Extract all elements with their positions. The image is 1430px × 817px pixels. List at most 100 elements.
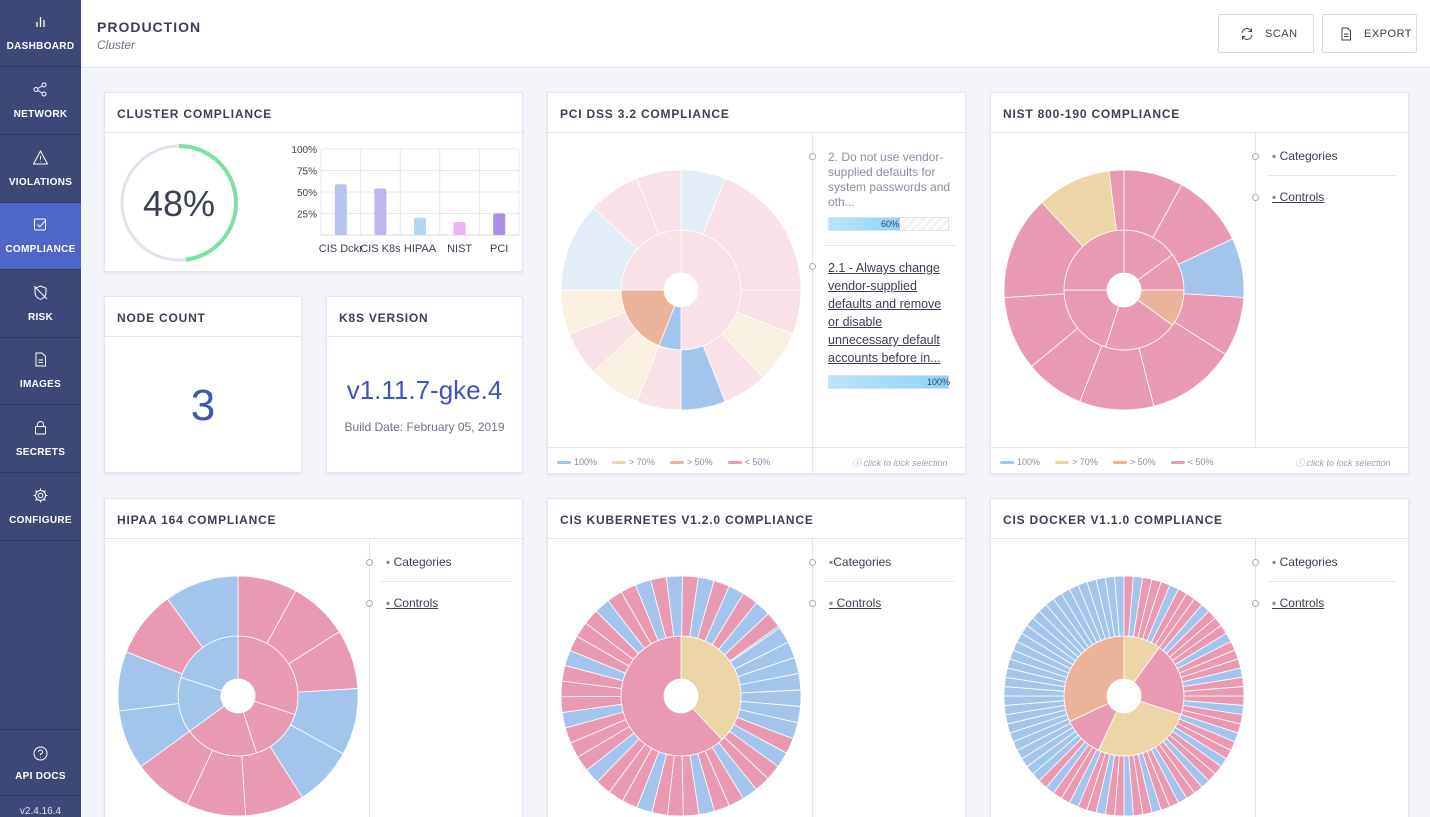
page-subtitle: Cluster [97, 38, 136, 52]
controls-link[interactable]: ▪ Controls [1272, 596, 1324, 610]
export-label: EXPORT [1364, 28, 1413, 40]
app-version: v2.4.16.4 [19, 806, 62, 817]
nav-risk[interactable]: RISK [0, 271, 81, 338]
progress-bar: 100% [828, 375, 950, 389]
lock-hint-text: click to lock selection [1306, 458, 1391, 468]
sunburst-segment[interactable] [724, 613, 780, 662]
list-bullet [1252, 194, 1259, 201]
nav-network[interactable]: NETWORK [0, 68, 81, 135]
categories-link[interactable]: ▪ Categories [386, 555, 452, 569]
categories-link[interactable]: ▪Categories [829, 555, 891, 569]
info-icon: ⓘ [1295, 458, 1305, 468]
nav-label: DASHBOARD [6, 41, 75, 52]
nav-label: IMAGES [19, 379, 62, 390]
categories-link[interactable]: ▪ Categories [1272, 555, 1338, 569]
card-title: CIS DOCKER V1.1.0 COMPLIANCE [1003, 513, 1223, 527]
y-tick-label: 75% [297, 167, 317, 178]
legend-lt50: < 50% [744, 457, 771, 467]
info-icon: ⓘ [852, 458, 862, 468]
x-tick-label: CIS Dckr [319, 243, 363, 255]
hipaa-sunburst-chart[interactable] [113, 571, 363, 817]
nav-label: SECRETS [15, 447, 66, 458]
divider [1255, 133, 1256, 447]
checkbox-icon [32, 216, 49, 233]
divider [991, 538, 1408, 539]
k8s-version-card: K8S VERSION v1.11.7-gke.4 Build Date: Fe… [326, 296, 523, 473]
node-count-value: 3 [190, 381, 216, 430]
nav-secrets[interactable]: SECRETS [0, 406, 81, 473]
cis-docker-sunburst-chart[interactable] [999, 571, 1249, 817]
list-bullet [366, 600, 373, 607]
nav-configure[interactable]: CONFIGURE [0, 474, 81, 541]
folder-icon: ▪ [1272, 149, 1277, 163]
nav-compliance[interactable]: COMPLIANCE [0, 203, 81, 270]
shield-off-icon [32, 284, 49, 301]
bar[interactable] [414, 217, 426, 235]
nav-violations[interactable]: VIOLATIONS [0, 136, 81, 203]
nav-label: CONFIGURE [9, 515, 72, 526]
controls-link[interactable]: ▪ Controls [1272, 190, 1324, 204]
cis-kubernetes-sunburst-chart[interactable] [556, 571, 806, 817]
bar[interactable] [334, 184, 347, 235]
nist-sunburst-chart[interactable] [999, 165, 1249, 415]
divider [812, 133, 813, 473]
bar[interactable] [374, 188, 387, 235]
folder-icon: ▪ [386, 555, 391, 569]
controls-label: Controls [836, 596, 882, 610]
list-bullet [366, 559, 373, 566]
nav-dashboard[interactable]: DASHBOARD [0, 0, 81, 67]
scan-button[interactable]: SCAN [1218, 14, 1314, 53]
export-button[interactable]: EXPORT [1322, 14, 1417, 53]
header: PRODUCTION Cluster SCAN EXPORT [81, 0, 1430, 68]
build-date: Build Date: February 05, 2019 [344, 420, 505, 434]
bar[interactable] [453, 222, 466, 235]
pci-item-label[interactable]: 2. Do not use vendor-supplied defaults f… [828, 150, 951, 209]
divider [548, 447, 965, 448]
sunburst-center [664, 273, 698, 307]
pci-sunburst-chart[interactable] [556, 165, 806, 415]
card-title: CIS KUBERNETES V1.2.0 COMPLIANCE [560, 513, 814, 527]
page-title: PRODUCTION [97, 19, 202, 35]
gauge-arc [120, 144, 238, 262]
bar-chart-icon [32, 13, 49, 30]
gear-icon [32, 487, 49, 504]
k8s-version-value: v1.11.7-gke.4 [346, 375, 503, 405]
divider [1267, 175, 1397, 176]
list-bullet [809, 600, 816, 607]
folder-icon: ▪ [1272, 190, 1277, 204]
controls-label: Controls [1279, 190, 1325, 204]
sunburst-segment[interactable] [166, 575, 239, 649]
list-bullet [809, 263, 816, 270]
list-bullet [809, 559, 816, 566]
legend-gt70: > 70% [629, 457, 655, 467]
list-bullet [809, 153, 816, 160]
nav-images[interactable]: IMAGES [0, 338, 81, 405]
sunburst-center [1107, 273, 1141, 307]
bar[interactable] [493, 213, 506, 236]
pci-item-label[interactable]: 2.1 - Always change vendor-supplied defa… [828, 261, 942, 365]
sunburst-center [1107, 679, 1141, 713]
controls-label: Controls [1279, 596, 1325, 610]
categories-link[interactable]: ▪ Categories [1272, 149, 1338, 163]
progress-bar: 60% [828, 217, 949, 231]
folder-icon: ▪ [829, 596, 834, 610]
share-icon [32, 81, 49, 98]
pci-compliance-card: PCI DSS 3.2 COMPLIANCE 2. Do not use ven… [547, 92, 966, 474]
sunburst-segment[interactable] [1108, 169, 1125, 231]
card-title: NODE COUNT [117, 311, 206, 325]
sidebar: DASHBOARD NETWORK VIOLATIONS COMPLIANCE … [0, 0, 81, 817]
divider [548, 538, 965, 539]
sunburst-segment[interactable] [1183, 686, 1245, 697]
folder-icon: ▪ [386, 596, 391, 610]
sunburst-segment[interactable] [636, 169, 682, 235]
card-title: CLUSTER COMPLIANCE [117, 107, 273, 121]
divider [812, 539, 813, 817]
folder-icon: ▪ [829, 555, 834, 569]
controls-link[interactable]: ▪ Controls [829, 596, 881, 610]
divider [824, 581, 954, 582]
lock-icon [32, 419, 49, 436]
lock-hint: ⓘ click to lock selection [852, 456, 948, 469]
chart-legend: 100% > 70% > 50% < 50% [1000, 457, 1213, 467]
nav-api-docs[interactable]: API DOCS [0, 729, 81, 796]
controls-link[interactable]: ▪ Controls [386, 596, 438, 610]
